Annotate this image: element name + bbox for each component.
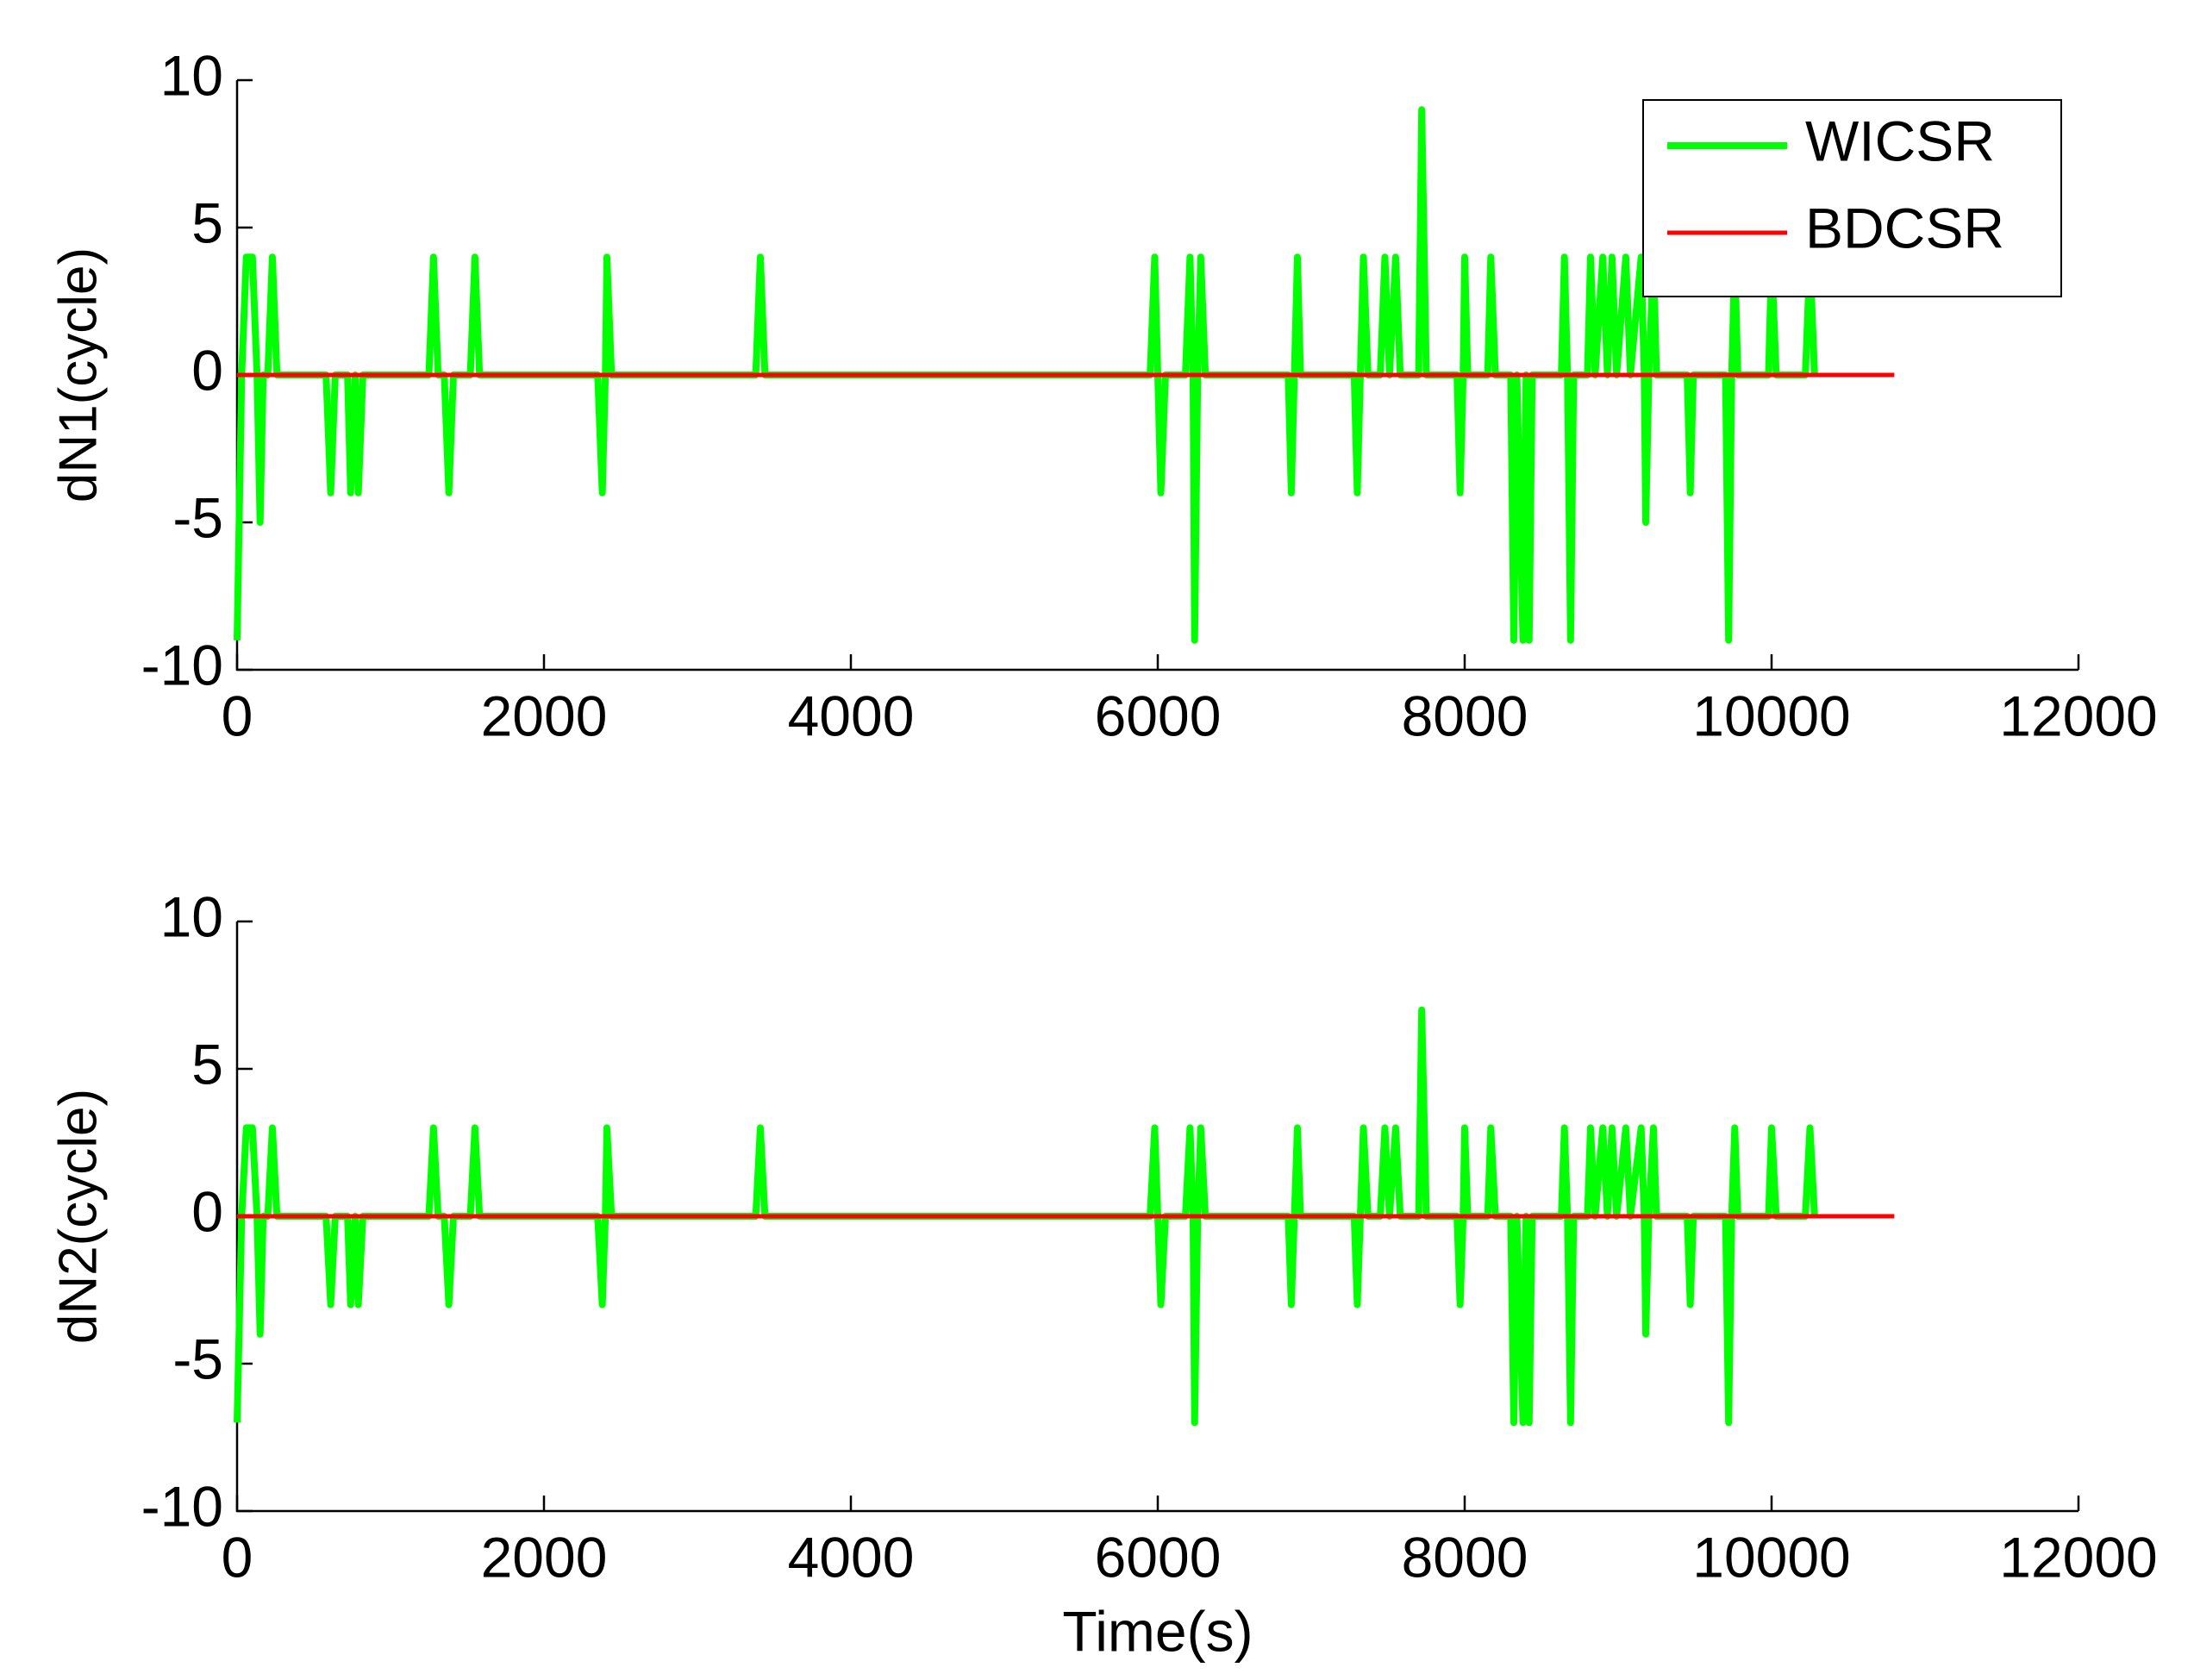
y-tick-label: -5 [172, 485, 223, 549]
y-tick-label: -10 [141, 1474, 223, 1538]
x-tick-label: 12000 [1999, 684, 2158, 747]
subplot: -10 -5 0 5 10 0 2000 4000 6000 8000 10000 12000 dN1(… [48, 43, 2157, 747]
x-tick-label: 10000 [1692, 684, 1851, 747]
x-tick-label: 12000 [1999, 1525, 2158, 1589]
x-tick-label: 8000 [1402, 1525, 1528, 1589]
x-tick-label: 0 [222, 684, 253, 747]
y-tick-label: 5 [191, 1032, 223, 1096]
x-tick-label: 4000 [788, 684, 915, 747]
y-tick-label: 10 [160, 884, 223, 948]
legend-label: WICSR [1805, 109, 1995, 172]
x-tick-label: 2000 [481, 1525, 608, 1589]
x-tick-label: 0 [222, 1525, 253, 1589]
x-tick-label: 6000 [1095, 684, 1222, 747]
y-tick-label: 0 [191, 338, 223, 402]
y-axis-label: dN2(cycle) [48, 1089, 108, 1344]
y-axis-label: dN1(cycle) [48, 247, 108, 503]
x-tick-label: 6000 [1095, 1525, 1222, 1589]
y-tick-label: 0 [191, 1179, 223, 1243]
y-tick-label: 10 [160, 43, 223, 107]
legend-box [1642, 99, 2062, 297]
x-axis-label: Time(s) [1062, 1599, 1253, 1663]
x-tick-label: 4000 [788, 1525, 915, 1589]
x-tick-label: 10000 [1692, 1525, 1851, 1589]
y-tick-label: 5 [191, 190, 223, 254]
x-tick-label: 2000 [481, 684, 608, 747]
legend-label: BDCSR [1805, 196, 2004, 259]
x-tick-label: 8000 [1402, 684, 1528, 747]
subplot: -10 -5 0 5 10 0 2000 4000 6000 8000 10000 12000 dN2(… [48, 884, 2157, 1663]
y-tick-label: -10 [141, 633, 223, 696]
y-tick-label: -5 [172, 1327, 223, 1390]
